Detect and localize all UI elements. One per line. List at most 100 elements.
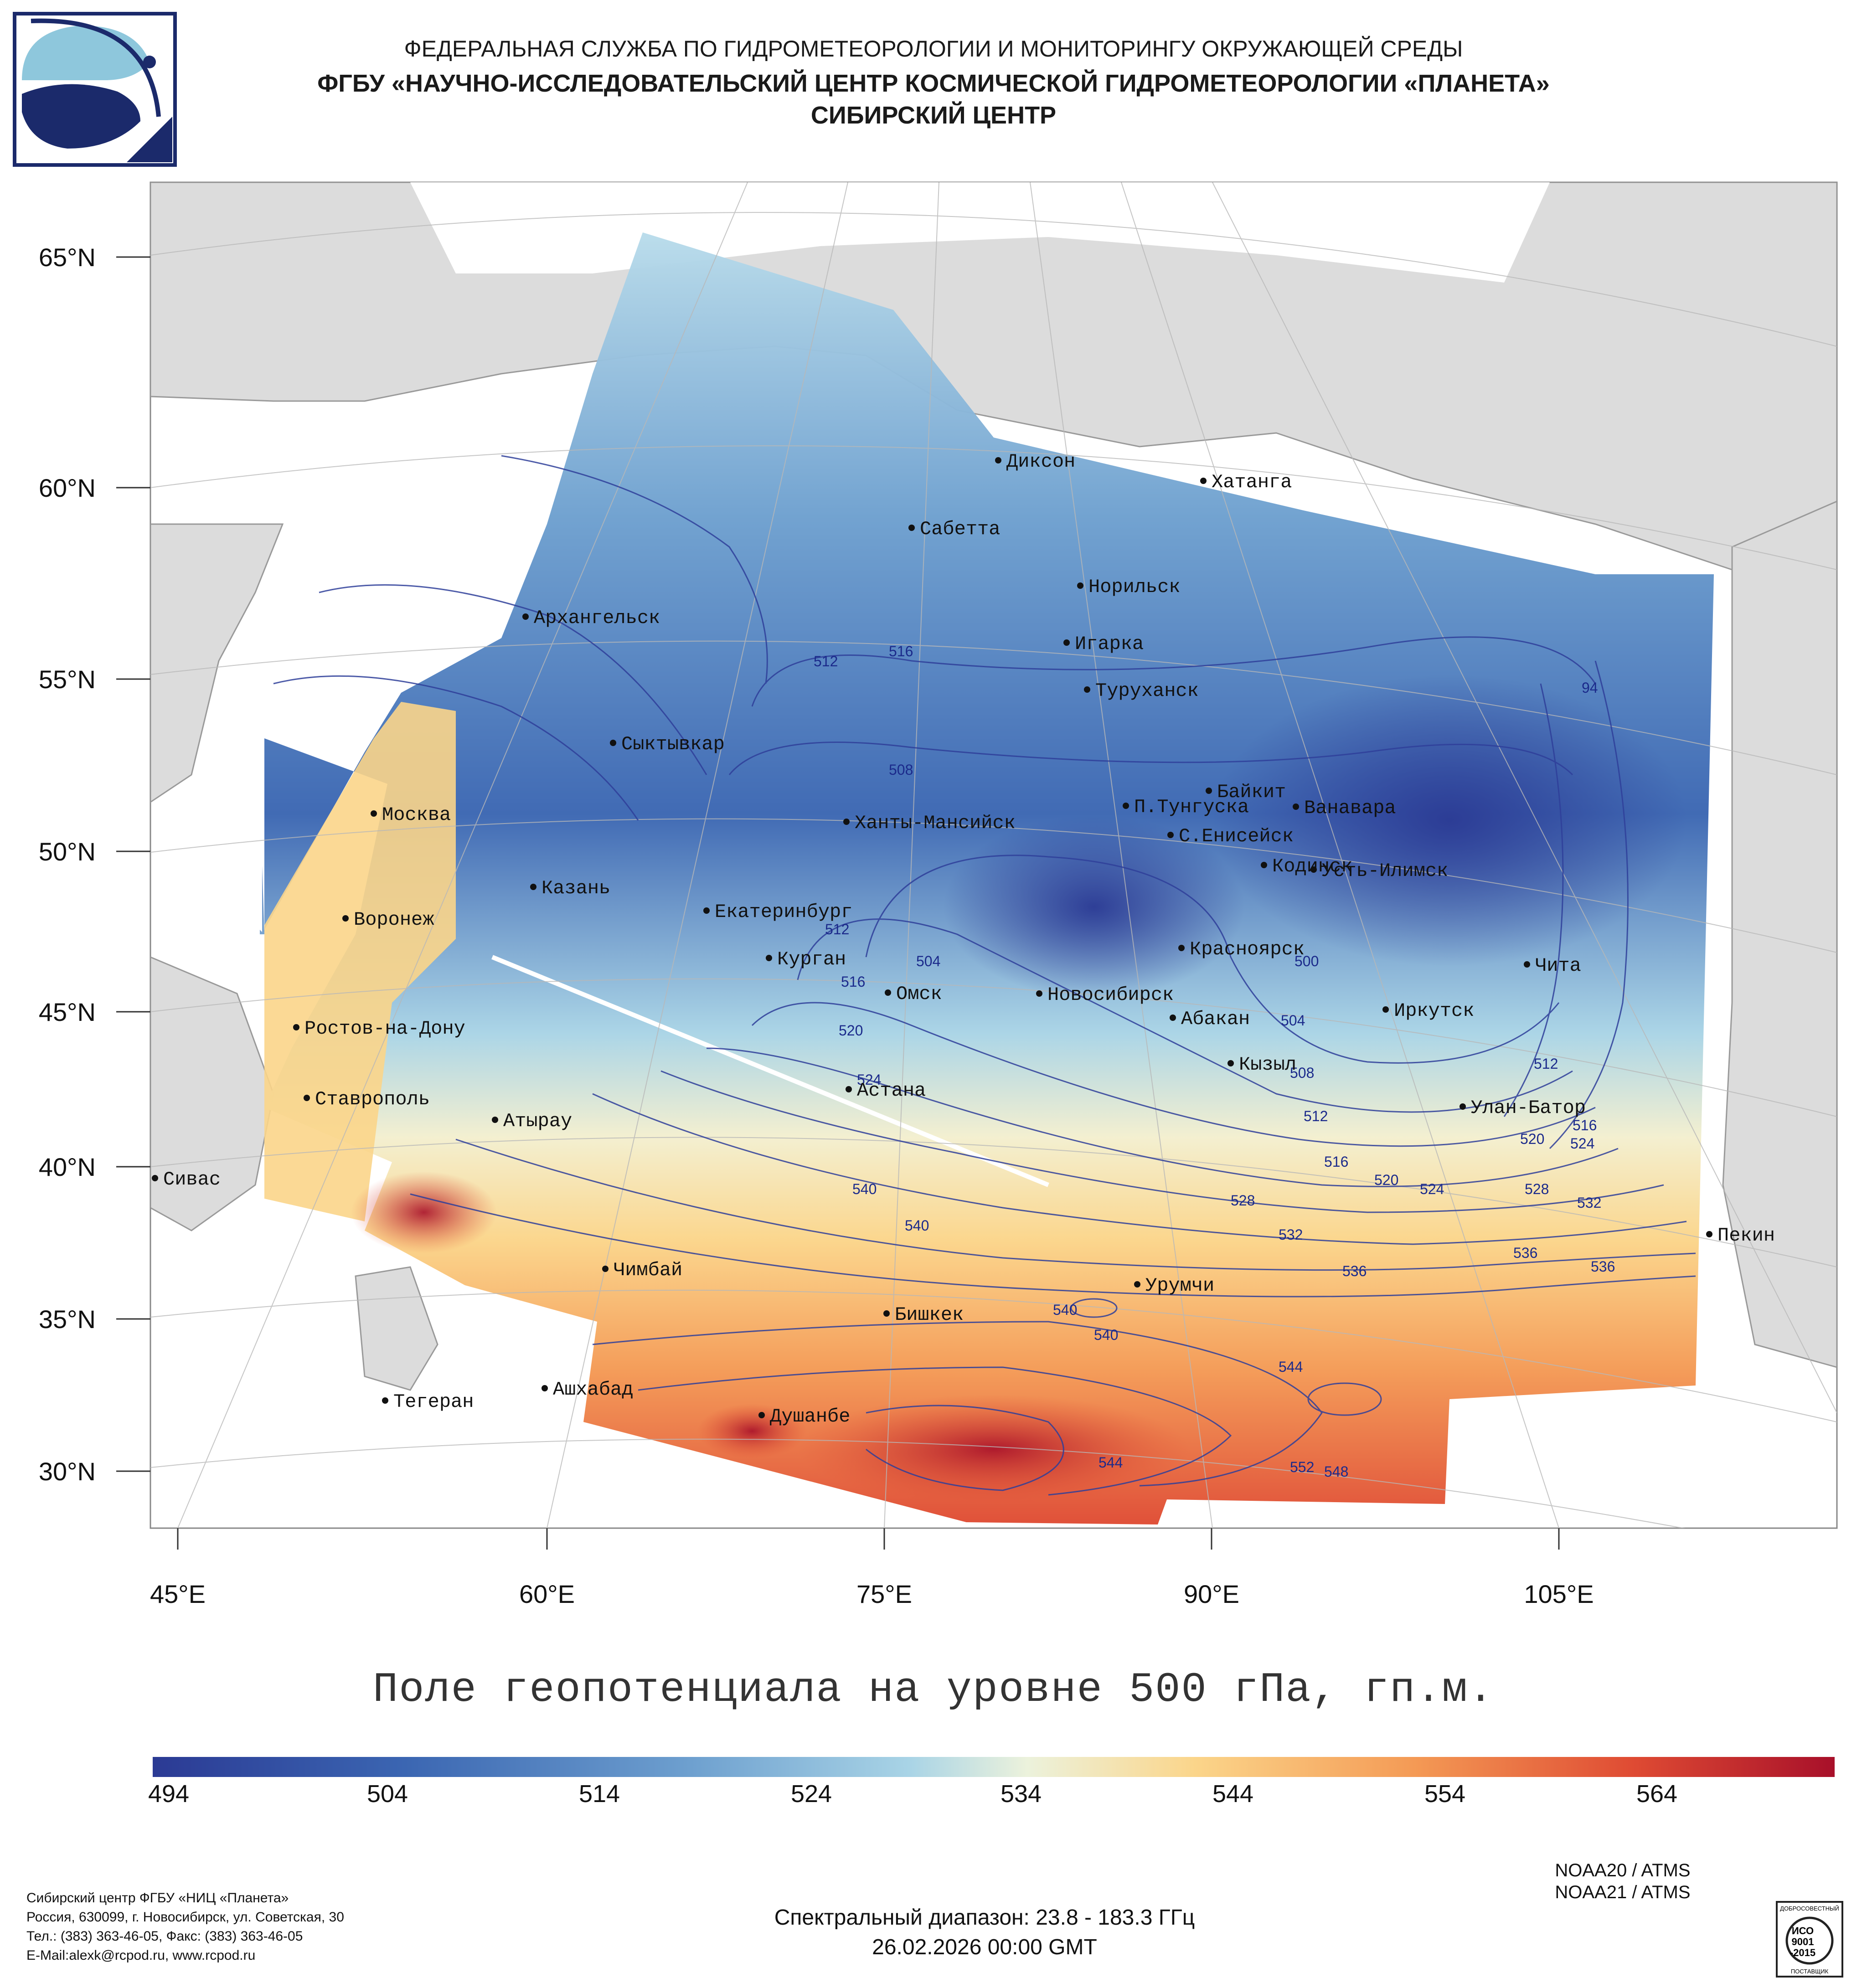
city-dot xyxy=(1382,1006,1389,1013)
high-pressure-core-west xyxy=(697,1404,807,1458)
city-dot xyxy=(1293,803,1299,810)
city-label: Игарка xyxy=(1075,633,1144,655)
city-dot xyxy=(995,457,1001,464)
city-label: Норильск xyxy=(1088,576,1181,598)
city-marker: Новосибирск xyxy=(1036,984,1174,1006)
contour-label: 540 xyxy=(1053,1302,1077,1318)
city-label: Екатеринбург xyxy=(715,901,852,923)
city-label: Омск xyxy=(896,983,942,1005)
city-dot xyxy=(152,1175,158,1181)
city-label: Улан-Батор xyxy=(1471,1097,1586,1119)
city-dot xyxy=(1036,990,1042,997)
city-marker: Кодинск xyxy=(1261,855,1352,877)
city-label: Бишкек xyxy=(895,1304,964,1326)
city-label: Красноярск xyxy=(1190,938,1305,960)
contour-label: 512 xyxy=(825,921,849,937)
contour-label: 504 xyxy=(916,953,940,969)
latitude-label: 40°N xyxy=(38,1153,96,1181)
city-label: Ашхабад xyxy=(553,1379,633,1401)
contour-label: 544 xyxy=(1279,1359,1303,1375)
contour-label: 532 xyxy=(1577,1195,1601,1211)
city-label: Новосибирск xyxy=(1047,984,1174,1006)
header-agency: ФЕДЕРАЛЬНАЯ СЛУЖБА ПО ГИДРОМЕТЕОРОЛОГИИ … xyxy=(404,36,1463,62)
city-marker: Сыктывкар xyxy=(610,733,725,755)
contour-label: 508 xyxy=(889,762,913,778)
city-marker: Чимбай xyxy=(602,1259,682,1281)
city-dot xyxy=(885,989,891,996)
data-gap-line xyxy=(491,955,1049,1187)
colorbar-tick-label: 504 xyxy=(366,1780,408,1808)
city-marker: Москва xyxy=(371,804,451,826)
latitude-label: 55°N xyxy=(38,665,96,694)
city-dot xyxy=(1310,866,1317,873)
contour-label: 520 xyxy=(1374,1172,1398,1188)
city-dot xyxy=(342,915,349,922)
city-dot xyxy=(1077,582,1083,589)
city-label: Кодинск xyxy=(1272,855,1352,877)
header-center: СИБИРСКИЙ ЦЕНТР xyxy=(810,102,1057,129)
city-dot xyxy=(758,1412,765,1418)
high-pressure-core-south-west xyxy=(351,1171,497,1253)
latitude-label: 45°N xyxy=(38,998,96,1026)
city-label: Чита xyxy=(1535,955,1581,977)
latitude-label: 60°N xyxy=(38,474,96,502)
graticule xyxy=(150,182,1837,1528)
city-marker: Усть-Илимск xyxy=(1310,860,1448,882)
city-marker: Чита xyxy=(1524,955,1581,977)
latitude-ticks xyxy=(116,256,150,1472)
satellite-1: NOAA20 / ATMS xyxy=(1555,1860,1691,1880)
city-label: Ставрополь xyxy=(315,1088,430,1110)
contour-label: 524 xyxy=(857,1071,881,1088)
city-label: Ханты-Мансийск xyxy=(855,812,1016,834)
city-label: Воронеж xyxy=(354,909,434,931)
contour-label: 516 xyxy=(889,643,913,659)
contour-label: 548 xyxy=(1324,1463,1348,1480)
contour-label: 508 xyxy=(1290,1065,1314,1081)
geopotential-map: 512 516 508 94 504 512 516 520 524 500 504 508 512 51… xyxy=(116,181,1838,1550)
contour-label: 520 xyxy=(839,1022,863,1039)
contour-label: 528 xyxy=(1525,1181,1549,1197)
city-marker: Астана xyxy=(846,1080,926,1102)
city-marker: Норильск xyxy=(1077,576,1181,598)
city-dot xyxy=(843,819,850,825)
city-label: Усть-Илимск xyxy=(1322,860,1448,882)
city-label: Урумчи xyxy=(1145,1275,1214,1297)
iso-badge: ДОБРОСОВЕСТНЫЙ ИСО 9001 -2015 ПОСТАВЩИК xyxy=(1776,1901,1843,1978)
city-dot xyxy=(883,1310,890,1317)
city-marker: П.Тунгуска xyxy=(1123,796,1249,818)
high-pressure-core xyxy=(798,1395,1190,1504)
longitude-label: 90°E xyxy=(1183,1580,1240,1608)
colorbar-tick-label: 534 xyxy=(1000,1780,1042,1808)
colorbar-tick-label: 544 xyxy=(1212,1780,1254,1808)
city-marker: Ашхабад xyxy=(542,1379,633,1401)
longitude-ticks xyxy=(177,1528,1560,1550)
longitude-label: 105°E xyxy=(1524,1580,1594,1608)
city-label: Пекин xyxy=(1717,1225,1775,1246)
city-label: Диксон xyxy=(1006,451,1075,473)
satellite-2: NOAA21 / ATMS xyxy=(1555,1882,1691,1902)
contour-label: 516 xyxy=(841,973,865,990)
city-dot xyxy=(1706,1231,1712,1237)
contour-label: 552 xyxy=(1290,1459,1314,1475)
city-marker: С.Енисейск xyxy=(1167,825,1294,847)
city-label: Тегеран xyxy=(393,1391,474,1413)
city-dot xyxy=(492,1117,498,1123)
spectral-range: Спектральный диапазон: 23.8 - 183.3 ГГц xyxy=(774,1906,1195,1930)
city-marker: Сабетта xyxy=(908,518,1000,540)
colorbar-tick-label: 494 xyxy=(148,1780,190,1808)
contour-label: 516 xyxy=(1324,1154,1348,1170)
city-marker: Сивас xyxy=(152,1169,221,1190)
city-marker: Душанбе xyxy=(758,1406,850,1427)
city-marker: Туруханск xyxy=(1084,680,1199,702)
svg-text:ПОСТАВЩИК: ПОСТАВЩИК xyxy=(1791,1968,1829,1975)
city-label: Ванавара xyxy=(1304,797,1396,819)
contour-label: 512 xyxy=(1304,1108,1328,1124)
city-marker: Атырау xyxy=(492,1110,572,1132)
contour-label: 516 xyxy=(1573,1117,1597,1133)
latitude-label: 65°N xyxy=(38,243,96,272)
city-dot xyxy=(1123,803,1129,809)
city-label: Душанбе xyxy=(770,1406,850,1427)
city-marker: Хатанга xyxy=(1200,471,1292,493)
city-marker: Абакан xyxy=(1170,1008,1250,1030)
city-dot xyxy=(766,955,772,961)
